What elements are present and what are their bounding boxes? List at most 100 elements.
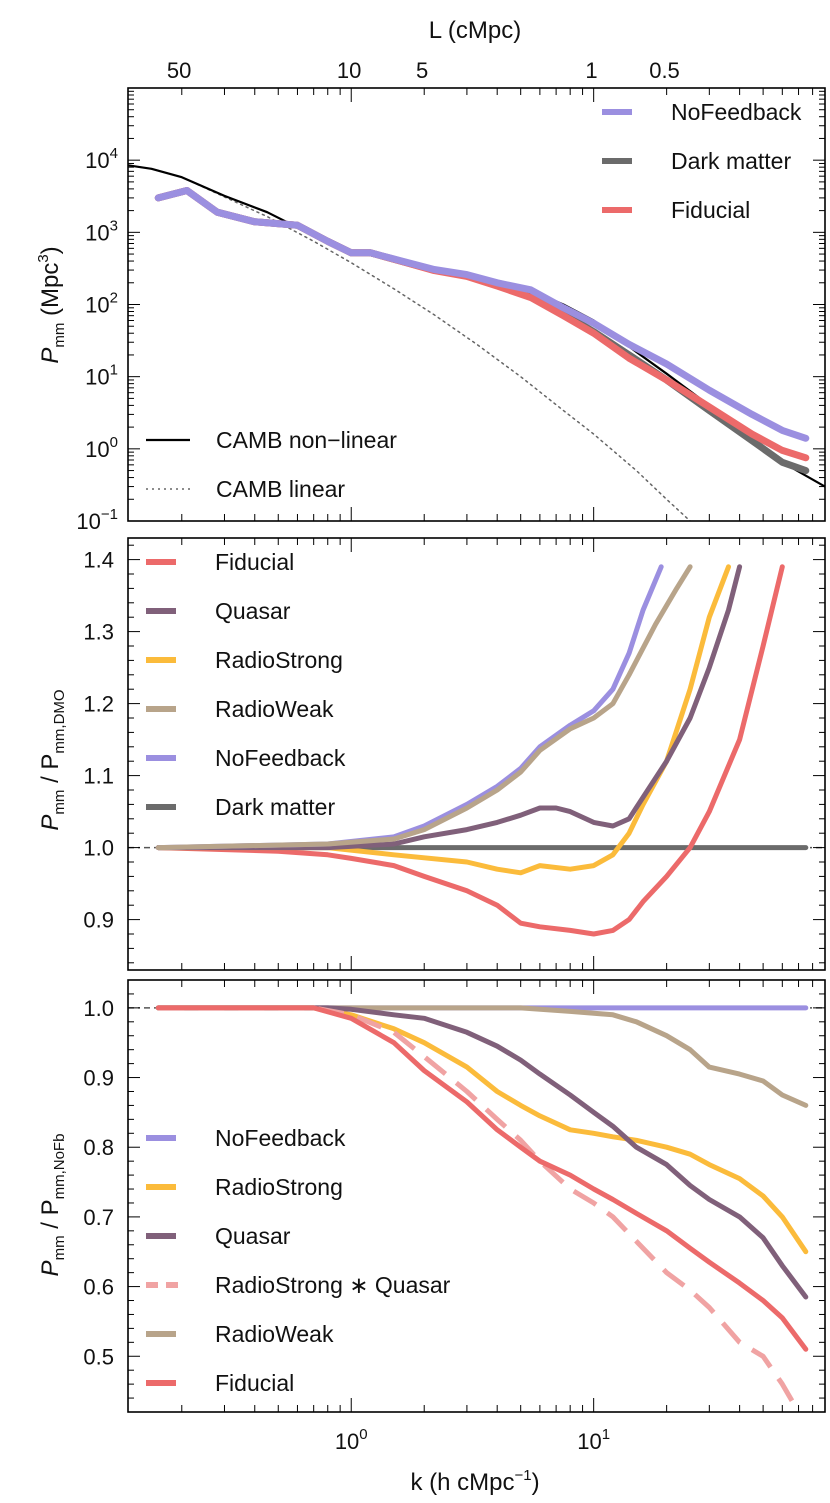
y-tick-label-exponent: −1 bbox=[101, 506, 118, 523]
ratio-nofb-series bbox=[128, 1005, 825, 1412]
legend-item-label: Fiducial bbox=[215, 1370, 294, 1396]
y-tick-label: 103 bbox=[85, 217, 118, 245]
y-tick-label: 101 bbox=[85, 362, 118, 390]
series-nofeedback bbox=[154, 187, 810, 442]
y-tick-label: 100 bbox=[85, 434, 118, 462]
series-radiostrong bbox=[155, 1005, 809, 1255]
ratio-dmo-ticks: 0.9 1.0 1.1 1.2 1.3 1.4 bbox=[83, 538, 826, 970]
ylabel-mid: / P bbox=[37, 1199, 64, 1235]
legend-item-label: Quasar bbox=[215, 598, 291, 624]
ylabel-mid: / P bbox=[37, 754, 64, 790]
legend-item-label: RadioWeak bbox=[215, 1321, 334, 1347]
y-tick-label: 104 bbox=[85, 145, 118, 173]
y-tick-label: 0.6 bbox=[83, 1275, 114, 1300]
ratio-nofb-frame bbox=[127, 979, 826, 1413]
y-tick-label-mantissa: 10 bbox=[85, 220, 109, 245]
y-tick-label: 0.7 bbox=[83, 1205, 114, 1230]
y-tick-label: 1.0 bbox=[83, 836, 114, 861]
series-radioweak bbox=[155, 1005, 809, 1108]
legend-item-label: Quasar bbox=[215, 1223, 291, 1249]
legend-camb-label: CAMB linear bbox=[216, 476, 345, 502]
ylabel-unit-sup: 3 bbox=[35, 254, 52, 262]
y-tick-label-mantissa: 10 bbox=[76, 509, 100, 534]
y-tick-label-mantissa: 10 bbox=[85, 293, 109, 318]
bottom-axis-title-sup: −1 bbox=[514, 1467, 531, 1484]
legend-item-label: NoFeedback bbox=[215, 1125, 346, 1151]
series-fiducial bbox=[155, 1005, 809, 1352]
bottom-axis-title-main: k (h cMpc bbox=[410, 1469, 514, 1496]
legend-item-label: Fiducial bbox=[671, 197, 750, 223]
y-tick-label: 1.2 bbox=[83, 692, 114, 717]
ratio-dmo-legend: Fiducial Quasar RadioStrong RadioWeak NoFeed… bbox=[146, 549, 346, 820]
top-axis-tick-label: 0.5 bbox=[649, 58, 680, 83]
y-tick-label-mantissa: 10 bbox=[85, 148, 109, 173]
ratio-dmo-panel: 0.9 1.0 1.1 1.2 1.3 1.4 Fiducial Quasar RadioSt… bbox=[37, 537, 826, 971]
legend-item-label: NoFeedback bbox=[671, 99, 802, 125]
ylabel-sub2: mm,DMO bbox=[51, 689, 68, 753]
legend-item-label: RadioStrong bbox=[215, 1174, 343, 1200]
y-tick-label: 1.1 bbox=[83, 764, 114, 789]
ylabel-sub: mm bbox=[51, 323, 68, 348]
y-tick-label: 0.8 bbox=[83, 1135, 114, 1160]
ylabel-unit: (Mpc bbox=[37, 263, 64, 323]
series-fiducial bbox=[155, 564, 785, 937]
x-tick-label: 101 bbox=[577, 1426, 610, 1454]
y-tick-label-exponent: 3 bbox=[110, 217, 118, 234]
x-tick-label-exponent: 1 bbox=[602, 1426, 610, 1443]
y-tick-label-mantissa: 10 bbox=[85, 365, 109, 390]
y-tick-label-exponent: 2 bbox=[110, 290, 118, 307]
ratio-dmo-series bbox=[128, 564, 825, 937]
bottom-axis-title-end: ) bbox=[532, 1469, 540, 1496]
ratio-nofb-ylabel: Pmm / Pmm,NoFb bbox=[37, 1134, 68, 1277]
top-axis-tick-label: 1 bbox=[585, 58, 597, 83]
ylabel-p: P bbox=[37, 348, 64, 364]
legend-camb-label: CAMB non−linear bbox=[216, 427, 397, 453]
top-axis-tick-label: 5 bbox=[416, 58, 428, 83]
power-spectrum-series bbox=[128, 164, 825, 521]
bottom-axis-title: k (h cMpc−1) bbox=[410, 1467, 539, 1496]
series-fiducial bbox=[154, 187, 810, 462]
ylabel-unit-end: ) bbox=[37, 246, 64, 254]
x-tick-label-exponent: 0 bbox=[359, 1426, 367, 1443]
x-tick-label-mantissa: 10 bbox=[577, 1429, 601, 1454]
y-tick-label-exponent: 4 bbox=[110, 145, 118, 162]
legend-item-label: Dark matter bbox=[215, 794, 335, 820]
power-spectrum-legend: NoFeedback Dark matter Fiducial CAMB non−li… bbox=[146, 99, 802, 502]
series-radiostrong-quasar bbox=[158, 1005, 801, 1412]
ratio-dmo-frame bbox=[127, 537, 826, 971]
legend-item-label: RadioStrong ∗ Quasar bbox=[215, 1272, 451, 1298]
legend-item-label: Fiducial bbox=[215, 549, 294, 575]
y-tick-label: 102 bbox=[85, 290, 118, 318]
ylabel-p: P bbox=[37, 1260, 64, 1276]
x-tick-label-mantissa: 10 bbox=[335, 1429, 359, 1454]
top-axis-tick-label: 10 bbox=[337, 58, 361, 83]
y-tick-label: 0.5 bbox=[83, 1344, 114, 1369]
y-tick-label: 0.9 bbox=[83, 908, 114, 933]
top-axis-ticks: 50 10 5 1 0.5 bbox=[167, 58, 680, 83]
x-tick-label: 100 bbox=[335, 1426, 368, 1454]
top-axis-title: L (cMpc) bbox=[429, 17, 521, 44]
ylabel-p: P bbox=[37, 815, 64, 831]
y-tick-label: 1.0 bbox=[83, 996, 114, 1021]
ratio-dmo-ylabel: Pmm / Pmm,DMO bbox=[37, 689, 68, 830]
series-radioweak bbox=[155, 564, 693, 851]
y-tick-label: 0.9 bbox=[83, 1066, 114, 1091]
y-tick-label: 1.3 bbox=[83, 620, 114, 645]
ylabel-sub: mm bbox=[51, 790, 68, 815]
top-axis-tick-label: 50 bbox=[167, 58, 191, 83]
y-tick-label-exponent: 1 bbox=[110, 362, 118, 379]
legend-item-label: NoFeedback bbox=[215, 745, 346, 771]
y-tick-label-mantissa: 10 bbox=[85, 437, 109, 462]
series-quasar bbox=[155, 564, 743, 851]
ratio-nofb-legend: NoFeedback RadioStrong Quasar RadioStrong ∗… bbox=[146, 1125, 451, 1396]
ylabel-sub2: mm,NoFb bbox=[51, 1134, 68, 1200]
y-tick-label: 10−1 bbox=[76, 506, 118, 534]
ylabel-sub: mm bbox=[51, 1235, 68, 1260]
legend-item-label: Dark matter bbox=[671, 148, 791, 174]
legend-item-label: RadioWeak bbox=[215, 696, 334, 722]
